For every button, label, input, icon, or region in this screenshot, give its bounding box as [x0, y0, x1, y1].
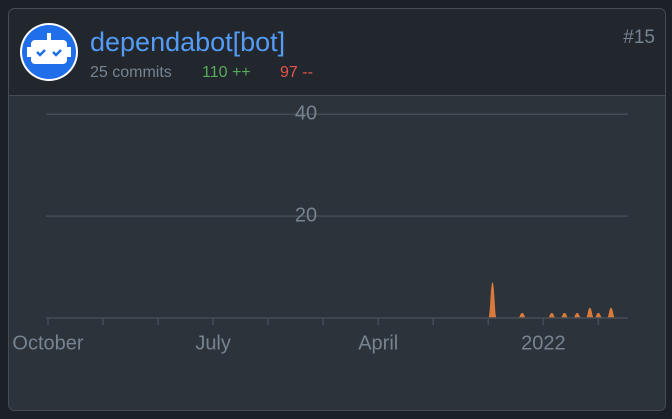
robot-ear: [67, 47, 71, 57]
y-tick-label: 40: [295, 102, 317, 124]
y-tick-label: 20: [295, 204, 317, 226]
x-tick-label: 2022: [521, 332, 566, 354]
robot-head: [31, 40, 67, 64]
additions: 110 ++: [202, 64, 251, 81]
rank: #15: [623, 27, 655, 48]
x-tick-label: October: [12, 332, 83, 354]
deletions: 97 --: [280, 64, 313, 81]
x-tick-label: April: [358, 332, 398, 354]
x-tick-label: July: [195, 332, 231, 354]
robot-antenna: [47, 33, 51, 41]
avatar[interactable]: [20, 23, 78, 81]
card: [8, 8, 666, 411]
robot-ear: [27, 47, 31, 57]
card-header: [9, 9, 665, 95]
robot-eyes: [36, 49, 62, 57]
contributor-name[interactable]: dependabot[bot]: [90, 27, 285, 57]
commit-count[interactable]: 25 commits: [90, 64, 172, 81]
